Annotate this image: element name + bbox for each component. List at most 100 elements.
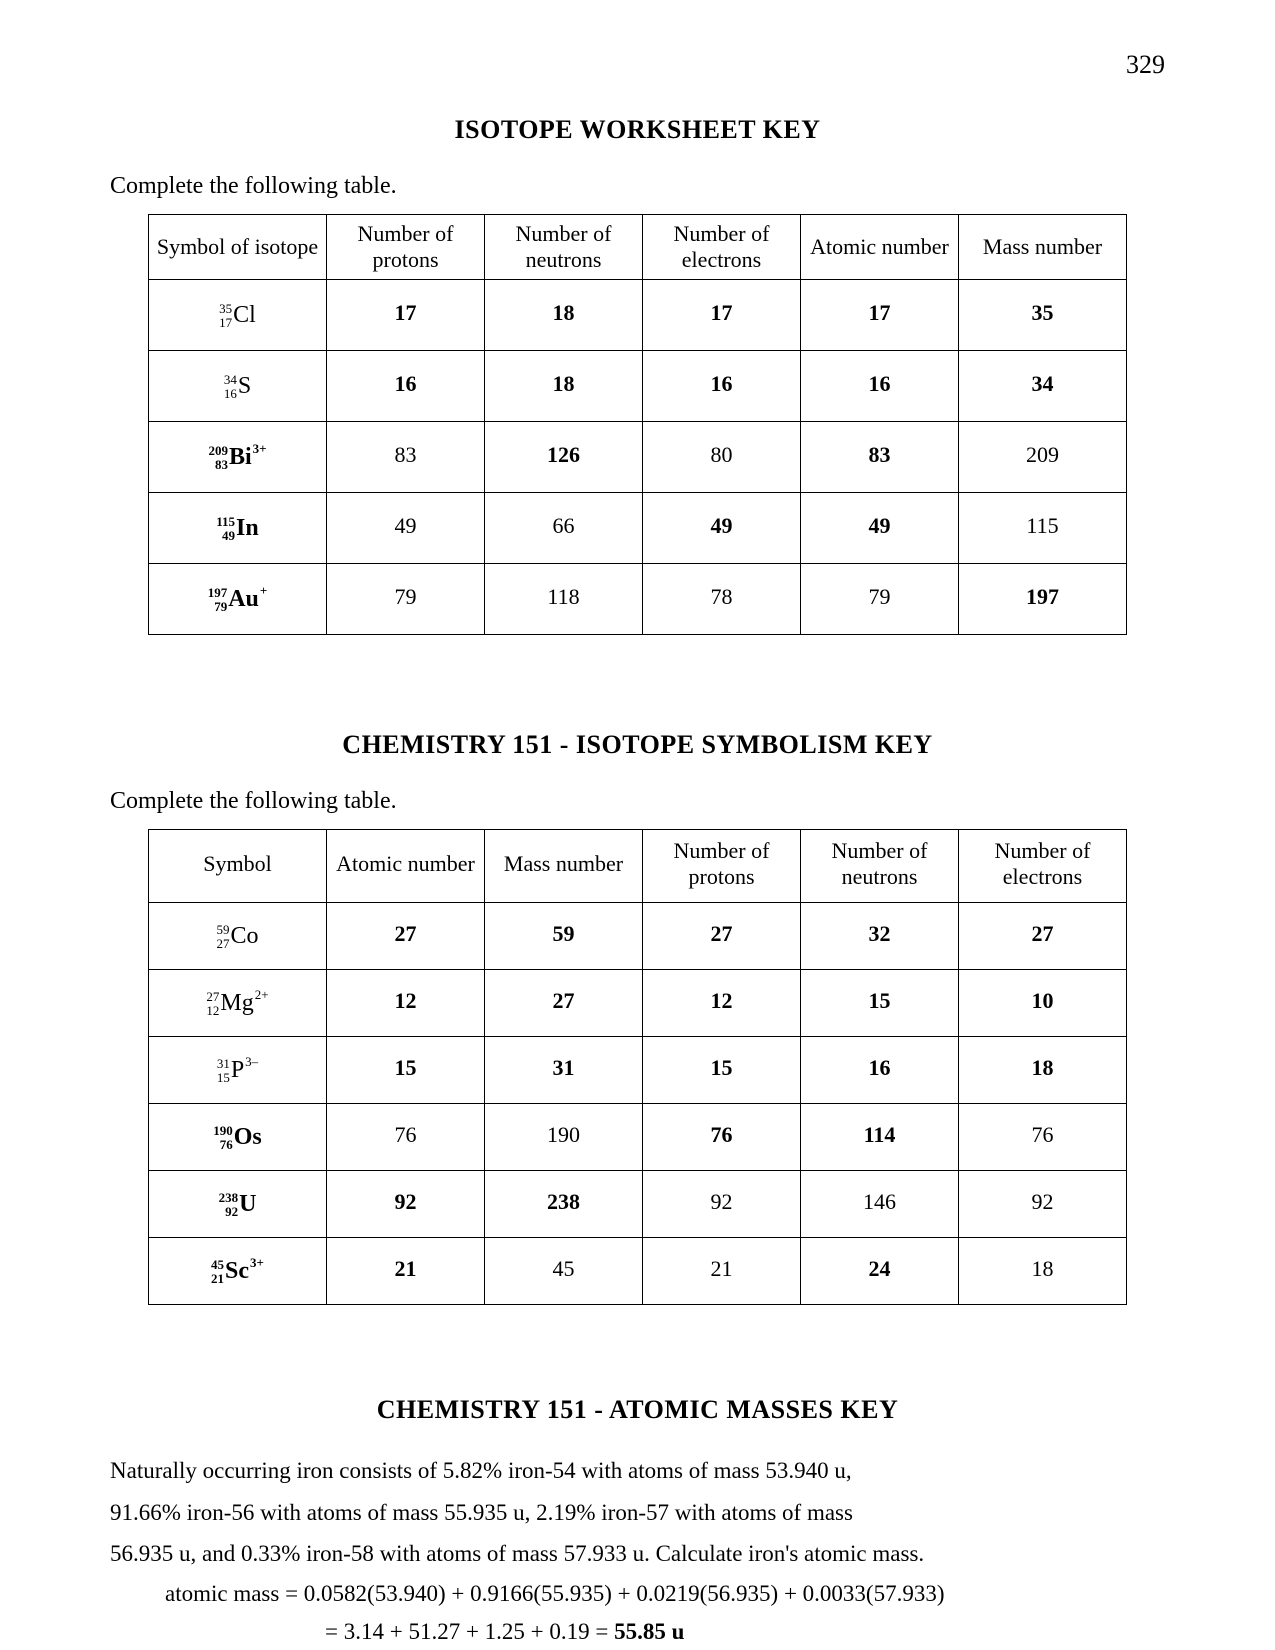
isotope-table-1: Symbol of isotope Number of protons Numb… xyxy=(148,214,1127,635)
table2-row: 3115P3– 1531151618 xyxy=(149,1037,1127,1104)
table2-cell: 76 xyxy=(327,1104,485,1171)
table1-cell: 49 xyxy=(801,493,959,564)
table1-cell: 197 xyxy=(959,564,1127,635)
section3-para2: 91.66% iron-56 with atoms of mass 55.935… xyxy=(110,1495,1165,1531)
section3-calc1: atomic mass = 0.0582(53.940) + 0.9166(55… xyxy=(165,1576,1165,1612)
table2-cell: 31 xyxy=(485,1037,643,1104)
table1-row: 3416S 1618161634 xyxy=(149,351,1127,422)
table2-row: 23892U 922389214692 xyxy=(149,1171,1127,1238)
section3-calc2: = 3.14 + 51.27 + 1.25 + 0.19 = 55.85 u xyxy=(325,1614,1165,1650)
table1-cell: 209 xyxy=(959,422,1127,493)
isotope-symbol-cell: 23892U xyxy=(149,1171,327,1238)
table1-cell: 78 xyxy=(643,564,801,635)
t1-h2: Number of neutrons xyxy=(485,215,643,280)
table1-cell: 49 xyxy=(643,493,801,564)
table1-cell: 83 xyxy=(327,422,485,493)
isotope-symbol-cell: 3115P3– xyxy=(149,1037,327,1104)
table1-cell: 80 xyxy=(643,422,801,493)
table2-cell: 15 xyxy=(801,970,959,1037)
table2-cell: 76 xyxy=(959,1104,1127,1171)
table1-cell: 17 xyxy=(801,280,959,351)
calc2-lhs: = 3.14 + 51.27 + 1.25 + 0.19 = xyxy=(325,1619,614,1644)
t2-h0: Symbol xyxy=(149,830,327,903)
section1-instruction: Complete the following table. xyxy=(110,173,1165,200)
t2-h3: Number of protons xyxy=(643,830,801,903)
table2-cell: 24 xyxy=(801,1238,959,1305)
isotope-symbol-cell: 3416S xyxy=(149,351,327,422)
section3-para3: 56.935 u, and 0.33% iron-58 with atoms o… xyxy=(110,1536,1165,1572)
table2-cell: 27 xyxy=(327,903,485,970)
table1-cell: 126 xyxy=(485,422,643,493)
table2-cell: 21 xyxy=(643,1238,801,1305)
table2-cell: 16 xyxy=(801,1037,959,1104)
table1-cell: 79 xyxy=(801,564,959,635)
t2-h2: Mass number xyxy=(485,830,643,903)
table1-cell: 118 xyxy=(485,564,643,635)
table1-row: 20983Bi3+ 831268083209 xyxy=(149,422,1127,493)
table2-cell: 15 xyxy=(327,1037,485,1104)
table1-cell: 17 xyxy=(327,280,485,351)
table1-cell: 34 xyxy=(959,351,1127,422)
table2-cell: 27 xyxy=(643,903,801,970)
page-number: 329 xyxy=(1126,50,1165,80)
table2-cell: 76 xyxy=(643,1104,801,1171)
table2-cell: 15 xyxy=(643,1037,801,1104)
table2-cell: 190 xyxy=(485,1104,643,1171)
table2-cell: 21 xyxy=(327,1238,485,1305)
t1-h3: Number of electrons xyxy=(643,215,801,280)
table2-cell: 92 xyxy=(643,1171,801,1238)
table1-cell: 16 xyxy=(801,351,959,422)
table2-cell: 18 xyxy=(959,1238,1127,1305)
table1-row: 11549In 49664949115 xyxy=(149,493,1127,564)
table2-cell: 32 xyxy=(801,903,959,970)
isotope-symbol-cell: 4521Sc3+ xyxy=(149,1238,327,1305)
table2-cell: 146 xyxy=(801,1171,959,1238)
section1-title: ISOTOPE WORKSHEET KEY xyxy=(110,115,1165,145)
table2-row: 19076Os 761907611476 xyxy=(149,1104,1127,1171)
table1-cell: 115 xyxy=(959,493,1127,564)
table1-cell: 35 xyxy=(959,280,1127,351)
isotope-symbol-cell: 19779Au+ xyxy=(149,564,327,635)
table2-head: Symbol Atomic number Mass number Number … xyxy=(149,830,1127,903)
table1-cell: 18 xyxy=(485,280,643,351)
section2-title: CHEMISTRY 151 - ISOTOPE SYMBOLISM KEY xyxy=(110,730,1165,760)
table1-cell: 16 xyxy=(327,351,485,422)
table2-row: 5927Co 2759273227 xyxy=(149,903,1127,970)
t2-h4: Number of neutrons xyxy=(801,830,959,903)
isotope-symbol-cell: 19076Os xyxy=(149,1104,327,1171)
table2-cell: 27 xyxy=(959,903,1127,970)
isotope-symbol-cell: 11549In xyxy=(149,493,327,564)
table2-cell: 12 xyxy=(643,970,801,1037)
t1-h0: Symbol of isotope xyxy=(149,215,327,280)
section2-instruction: Complete the following table. xyxy=(110,788,1165,815)
section3-para1: Naturally occurring iron consists of 5.8… xyxy=(110,1453,1165,1489)
t2-h1: Atomic number xyxy=(327,830,485,903)
isotope-symbol-cell: 20983Bi3+ xyxy=(149,422,327,493)
table2-cell: 238 xyxy=(485,1171,643,1238)
table2-cell: 114 xyxy=(801,1104,959,1171)
isotope-table-2: Symbol Atomic number Mass number Number … xyxy=(148,829,1127,1305)
isotope-symbol-cell: 3517Cl xyxy=(149,280,327,351)
table1-row: 3517Cl 1718171735 xyxy=(149,280,1127,351)
table1-cell: 16 xyxy=(643,351,801,422)
table2-cell: 92 xyxy=(327,1171,485,1238)
table2-cell: 59 xyxy=(485,903,643,970)
worksheet-page: 329 ISOTOPE WORKSHEET KEY Complete the f… xyxy=(0,0,1275,1650)
table1-cell: 79 xyxy=(327,564,485,635)
table2-row: 2712Mg2+ 1227121510 xyxy=(149,970,1127,1037)
table2-cell: 18 xyxy=(959,1037,1127,1104)
table1-cell: 83 xyxy=(801,422,959,493)
table2-cell: 10 xyxy=(959,970,1127,1037)
table1-cell: 18 xyxy=(485,351,643,422)
table1-cell: 17 xyxy=(643,280,801,351)
table1-cell: 66 xyxy=(485,493,643,564)
calc2-result: 55.85 u xyxy=(614,1619,684,1644)
isotope-symbol-cell: 5927Co xyxy=(149,903,327,970)
table1-head: Symbol of isotope Number of protons Numb… xyxy=(149,215,1127,280)
isotope-symbol-cell: 2712Mg2+ xyxy=(149,970,327,1037)
table1-cell: 49 xyxy=(327,493,485,564)
t1-h4: Atomic number xyxy=(801,215,959,280)
table1-row: 19779Au+ 791187879197 xyxy=(149,564,1127,635)
t2-h5: Number of electrons xyxy=(959,830,1127,903)
table2-cell: 92 xyxy=(959,1171,1127,1238)
